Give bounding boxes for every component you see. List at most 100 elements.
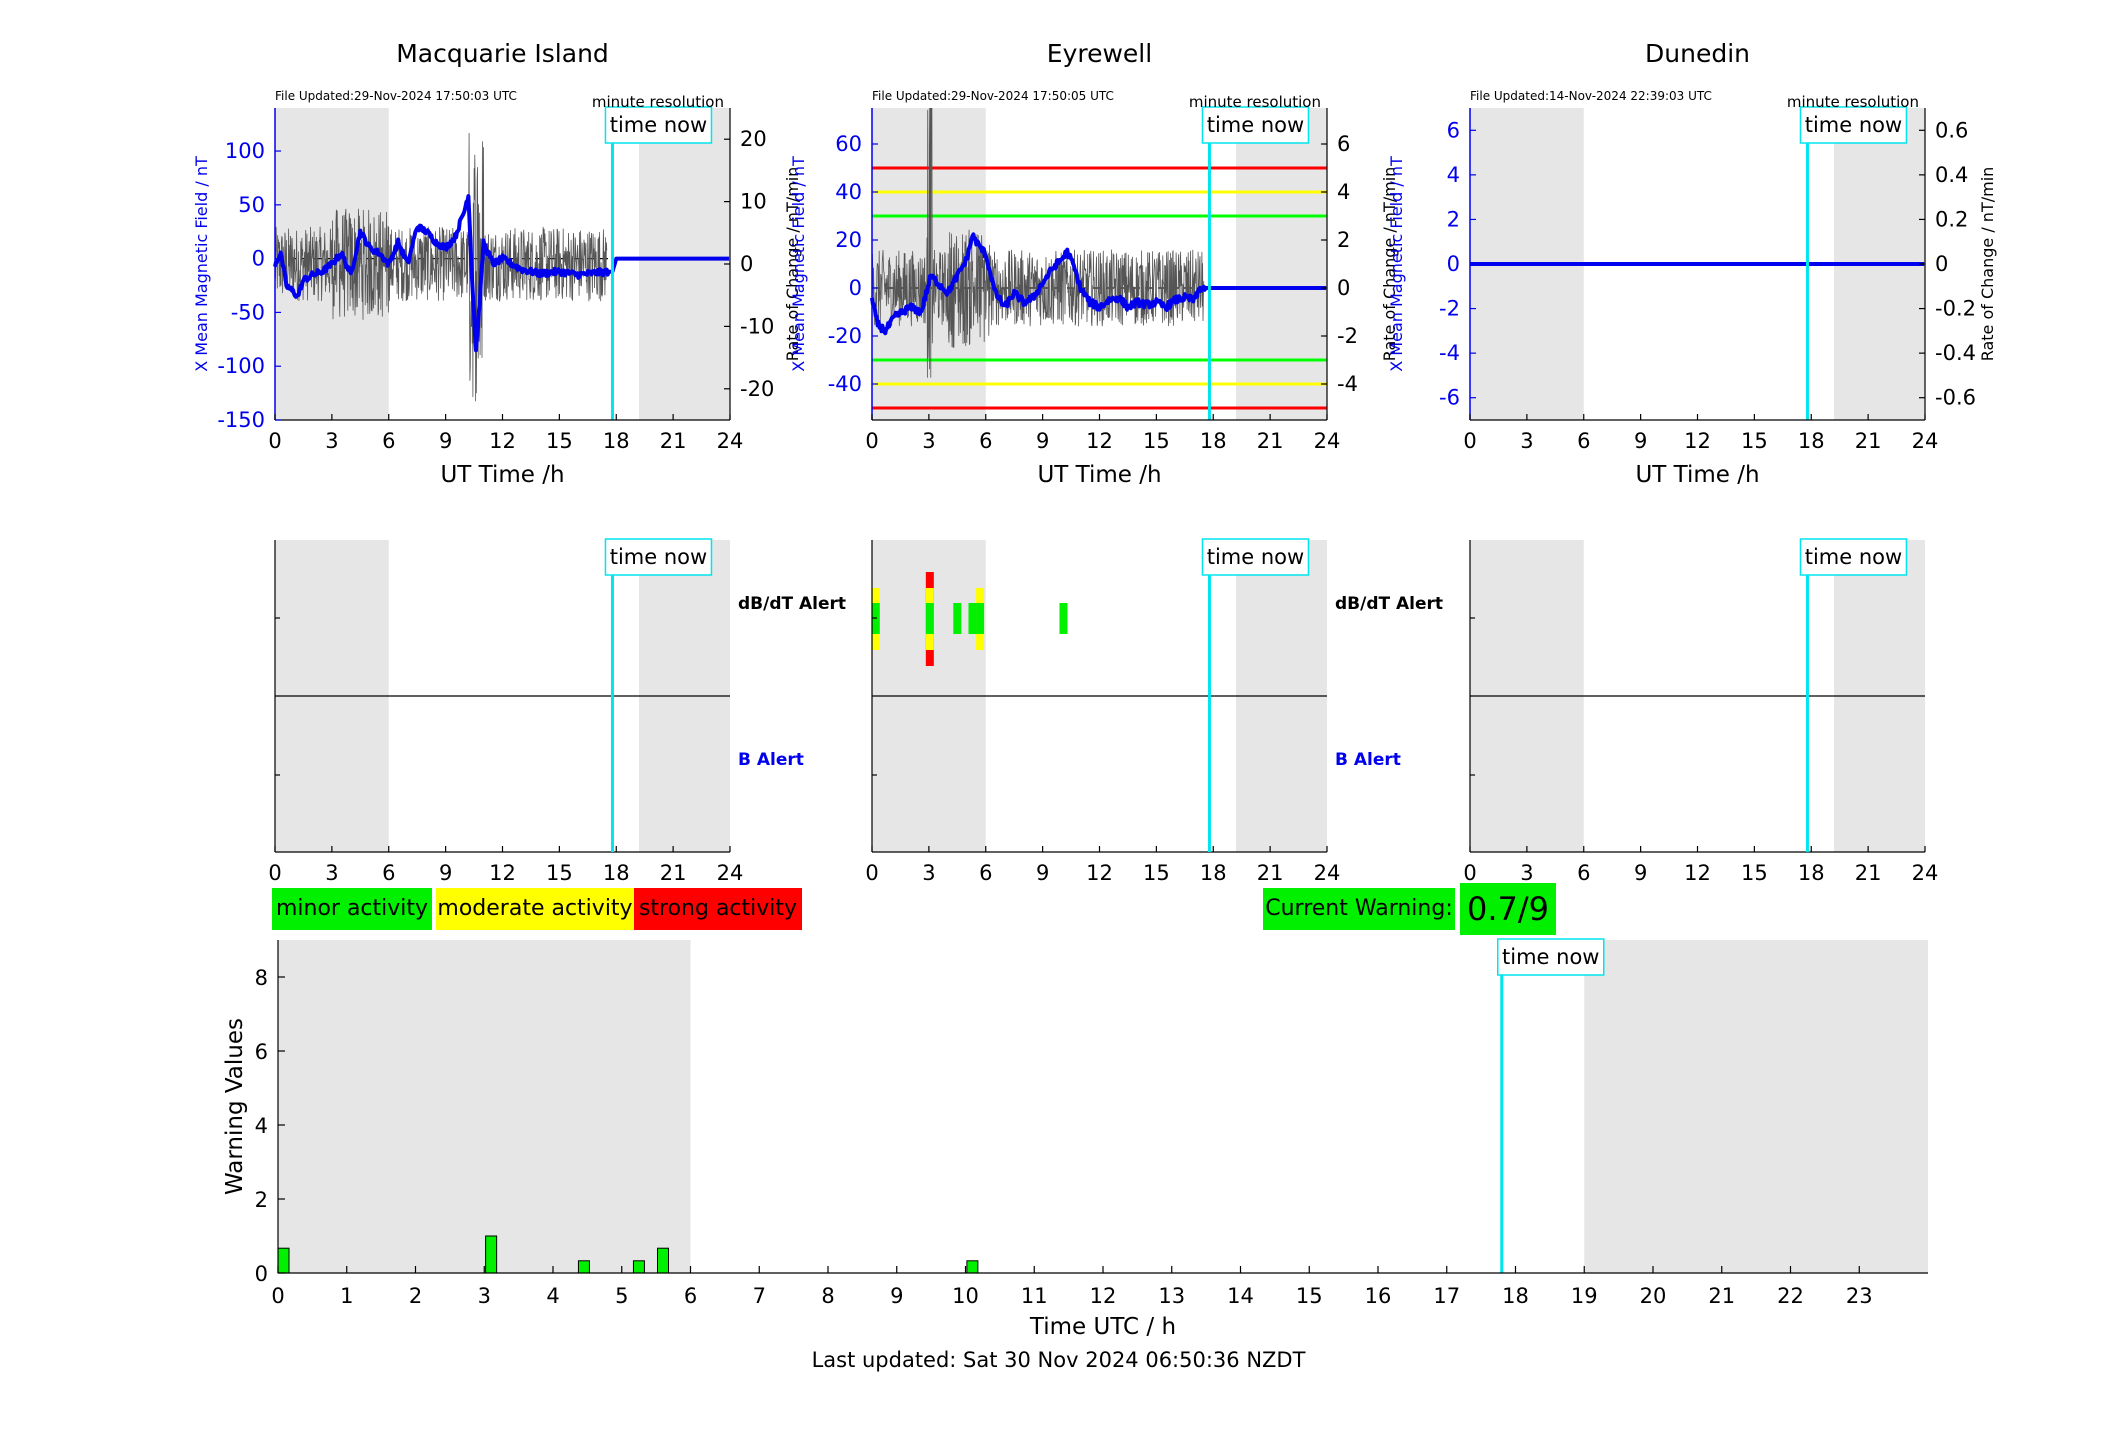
current-warning-label: Current Warning:	[1263, 888, 1455, 930]
time-now-label: time now	[1207, 545, 1304, 569]
alert-mark-minor	[976, 603, 985, 634]
x-tick-label: 12	[1086, 429, 1113, 453]
x-tick-label: 3	[325, 429, 338, 453]
alert-mark-minor	[968, 603, 977, 634]
y-tick-label-right: 0.6	[1935, 118, 1968, 142]
y-axis-label-left: X Mean Magnetic Field / nT	[1387, 156, 1406, 372]
legend-moderate-activity: moderate activity	[436, 888, 634, 930]
x-tick-label: 0	[1463, 861, 1476, 885]
x-tick-label: 15	[1741, 861, 1768, 885]
y-tick-label-left: 6	[1447, 118, 1460, 142]
x-tick-label: 4	[546, 1284, 559, 1308]
x-tick-label: 21	[1855, 429, 1882, 453]
x-tick-label: 12	[489, 429, 516, 453]
time-now-box	[1799, 106, 1908, 144]
x-tick-label: 21	[1257, 429, 1284, 453]
x-tick-label: 15	[1741, 429, 1768, 453]
y-tick-label-right: -0.2	[1935, 297, 1976, 321]
y-tick-label-right: 0	[1935, 252, 1948, 276]
y-tick-label-right: 0.2	[1935, 207, 1968, 231]
x-tick-label: 6	[979, 429, 992, 453]
x-tick-label: 21	[1257, 861, 1284, 885]
x-tick-label: 21	[1708, 1284, 1735, 1308]
y-tick-label-left: 100	[225, 139, 265, 163]
y-tick-label-right: 10	[740, 190, 767, 214]
y-tick-label-left: -2	[1439, 297, 1460, 321]
warning-bar	[277, 1247, 290, 1274]
time-now-box	[1201, 106, 1310, 144]
x-tick-label: 0	[268, 861, 281, 885]
x-tick-label: 18	[1798, 861, 1825, 885]
alert-mark-minor	[953, 603, 962, 634]
time-now-label: time now	[610, 113, 707, 137]
x-tick-label: 3	[478, 1284, 491, 1308]
x-tick-label: 2	[409, 1284, 422, 1308]
alert-mark-minor	[925, 603, 934, 634]
y-tick-label-right: 4	[1337, 180, 1350, 204]
x-tick-label: 24	[1912, 429, 1939, 453]
x-tick-label: 0	[865, 861, 878, 885]
warning-bar	[966, 1260, 979, 1274]
x-tick-label: 9	[890, 1284, 903, 1308]
y-tick-label-left: -40	[828, 372, 862, 396]
night-shade	[278, 940, 691, 1273]
time-now-box	[604, 538, 713, 576]
x-tick-label: 12	[1684, 861, 1711, 885]
x-tick-label: 6	[1577, 861, 1590, 885]
x-axis-label: UT Time /h	[440, 462, 564, 488]
file-updated: File Updated:29-Nov-2024 17:50:03 UTC	[275, 89, 517, 103]
warning-bar	[632, 1260, 645, 1274]
x-tick-label: 20	[1640, 1284, 1667, 1308]
y-tick-label-left: -20	[828, 324, 862, 348]
x-tick-label: 15	[546, 429, 573, 453]
x-tick-label: 11	[1021, 1284, 1048, 1308]
alert-panel-2: time now 0 3 6 9 12 15 18 21 24	[1463, 538, 1939, 885]
y-tick-label-left: 60	[835, 132, 862, 156]
time-now-label: time now	[1805, 545, 1902, 569]
x-axis-label: Time UTC / h	[1029, 1314, 1176, 1340]
x-tick-label: 3	[1520, 861, 1533, 885]
alert-panels: time now 0 3 6 9 12 15 18 21 24 dB/dT Alert B Alert…	[268, 538, 1939, 885]
x-tick-label: 9	[1036, 429, 1049, 453]
x-tick-label: 3	[325, 861, 338, 885]
magnetic-field-trace	[273, 194, 731, 353]
x-tick-label: 0	[271, 1284, 284, 1308]
station-title: Eyrewell	[1047, 39, 1152, 68]
station-title: Dunedin	[1645, 39, 1750, 68]
y-axis-label-left: X Mean Magnetic Field / nT	[192, 156, 211, 372]
y-tick-label-right: 2	[1337, 228, 1350, 252]
x-tick-label: 24	[1912, 861, 1939, 885]
y-tick-label-left: 20	[835, 228, 862, 252]
y-tick-label-left: -6	[1439, 386, 1460, 410]
y-tick-label-left: 0	[1447, 252, 1460, 276]
y-tick-label-right: -2	[1337, 324, 1358, 348]
x-tick-label: 6	[382, 861, 395, 885]
resolution-label: minute resolution	[1787, 93, 1919, 111]
y-tick-label: 4	[255, 1114, 268, 1138]
y-tick-label-right: 0.4	[1935, 163, 1968, 187]
y-tick-label-right: -20	[740, 377, 774, 401]
alert-panel-1: time now 0 3 6 9 12 15 18 21 24 dB/dT Alert B Alert	[865, 538, 1443, 885]
x-tick-label: 9	[439, 861, 452, 885]
time-now-box	[1497, 938, 1605, 976]
x-tick-label: 6	[684, 1284, 697, 1308]
x-tick-label: 9	[1634, 861, 1647, 885]
station-title: Macquarie Island	[396, 39, 609, 68]
file-updated: File Updated:14-Nov-2024 22:39:03 UTC	[1470, 89, 1712, 103]
x-axis-label: UT Time /h	[1635, 462, 1759, 488]
x-tick-label: 19	[1571, 1284, 1598, 1308]
y-tick-label-right: -0.4	[1935, 341, 1976, 365]
x-tick-label: 0	[268, 429, 281, 453]
x-axis-label: UT Time /h	[1037, 462, 1161, 488]
night-shade	[639, 108, 730, 420]
x-tick-label: 21	[660, 429, 687, 453]
x-tick-label: 12	[489, 861, 516, 885]
y-tick-label-left: 40	[835, 180, 862, 204]
x-tick-label: 9	[439, 429, 452, 453]
y-tick-label-right: 6	[1337, 132, 1350, 156]
y-tick-label-left: 2	[1447, 207, 1460, 231]
x-tick-label: 24	[717, 861, 744, 885]
x-tick-label: 16	[1365, 1284, 1392, 1308]
